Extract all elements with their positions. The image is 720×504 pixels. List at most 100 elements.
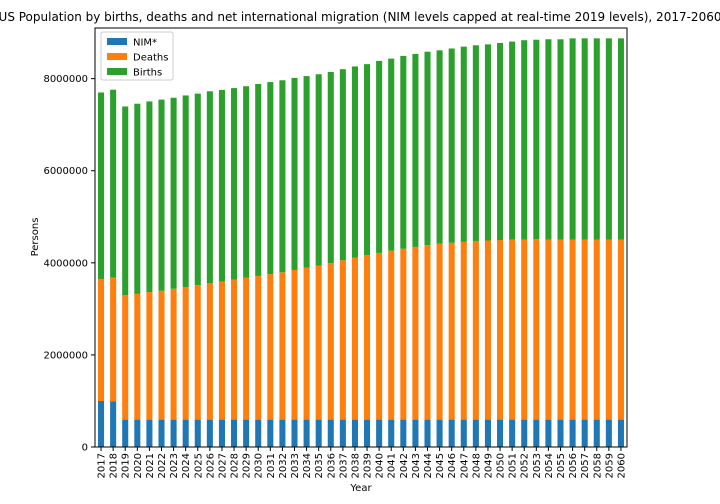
x-tick-label-2044: 2044 bbox=[423, 453, 434, 478]
x-tick-label-2039: 2039 bbox=[363, 453, 374, 478]
bar-births-2041 bbox=[388, 58, 395, 251]
bar-births-2024 bbox=[182, 95, 189, 287]
bar-births-2027 bbox=[218, 89, 225, 282]
y-tick-label-8000000: 8000000 bbox=[43, 74, 88, 85]
bar-births-2052 bbox=[521, 40, 528, 240]
bar-deaths-2037 bbox=[339, 260, 346, 420]
bar-deaths-2017 bbox=[98, 278, 105, 401]
bar-deaths-2057 bbox=[581, 239, 588, 420]
bar-nim-2054 bbox=[545, 419, 552, 447]
bar-births-2019 bbox=[122, 106, 129, 296]
bar-nim-2040 bbox=[376, 419, 383, 447]
bar-deaths-2041 bbox=[388, 250, 395, 420]
bar-nim-2059 bbox=[605, 419, 612, 447]
legend: NIM* Deaths Births bbox=[100, 31, 174, 81]
bar-nim-2023 bbox=[170, 419, 177, 447]
bar-births-2038 bbox=[351, 66, 358, 258]
bar-deaths-2056 bbox=[569, 239, 576, 420]
x-tick-label-2052: 2052 bbox=[520, 453, 531, 478]
bar-births-2050 bbox=[497, 42, 504, 241]
axes-layer: 0 2000000 4000000 6000000 8000000 2017 2018 201… bbox=[43, 27, 628, 478]
chart-title: US Population by births, deaths and net … bbox=[0, 10, 720, 24]
x-tick-label-2050: 2050 bbox=[496, 453, 507, 478]
x-tick-label-2054: 2054 bbox=[544, 453, 555, 478]
bar-nim-2017 bbox=[98, 400, 105, 447]
bar-births-2023 bbox=[170, 97, 177, 289]
legend-swatch-deaths bbox=[107, 53, 127, 60]
bar-births-2047 bbox=[460, 46, 467, 242]
bar-births-2026 bbox=[206, 91, 213, 284]
x-tick-label-2059: 2059 bbox=[604, 453, 615, 478]
x-tick-label-2029: 2029 bbox=[242, 453, 253, 478]
bar-deaths-2049 bbox=[484, 240, 491, 420]
bar-deaths-2036 bbox=[327, 263, 334, 420]
bar-deaths-2042 bbox=[400, 248, 407, 420]
bar-births-2058 bbox=[593, 38, 600, 240]
bar-nim-2029 bbox=[243, 419, 250, 447]
bar-births-2025 bbox=[194, 93, 201, 286]
x-tick-label-2031: 2031 bbox=[266, 453, 277, 478]
plot-frame bbox=[94, 27, 628, 448]
bar-nim-2020 bbox=[134, 419, 141, 447]
x-tick-label-2041: 2041 bbox=[387, 453, 398, 478]
bar-deaths-2030 bbox=[255, 275, 262, 420]
x-tick-label-2057: 2057 bbox=[580, 453, 591, 478]
bar-nim-2052 bbox=[521, 419, 528, 447]
bar-nim-2022 bbox=[158, 419, 165, 447]
bar-births-2056 bbox=[569, 38, 576, 240]
x-tick-label-2043: 2043 bbox=[411, 453, 422, 478]
bar-births-2046 bbox=[448, 48, 455, 243]
legend-label-deaths: Deaths bbox=[133, 53, 168, 64]
bar-births-2022 bbox=[158, 99, 165, 291]
y-tick-label-4000000: 4000000 bbox=[43, 258, 88, 269]
bar-nim-2035 bbox=[315, 419, 322, 447]
bar-births-2021 bbox=[146, 101, 153, 293]
bar-births-2035 bbox=[315, 74, 322, 266]
bar-nim-2057 bbox=[581, 419, 588, 447]
x-tick-label-2019: 2019 bbox=[121, 453, 132, 478]
bar-deaths-2059 bbox=[605, 239, 612, 420]
bar-births-2020 bbox=[134, 103, 141, 294]
x-tick-label-2055: 2055 bbox=[556, 453, 567, 478]
bar-births-2037 bbox=[339, 69, 346, 261]
bar-deaths-2055 bbox=[557, 239, 564, 420]
bar-births-2055 bbox=[557, 39, 564, 240]
bar-deaths-2022 bbox=[158, 290, 165, 420]
x-tick-label-2056: 2056 bbox=[568, 453, 579, 478]
x-tick-label-2045: 2045 bbox=[435, 453, 446, 478]
bar-nim-2028 bbox=[231, 419, 238, 447]
bar-deaths-2033 bbox=[291, 269, 298, 420]
bar-nim-2039 bbox=[364, 419, 371, 447]
x-tick-label-2035: 2035 bbox=[314, 453, 325, 478]
bar-births-2053 bbox=[533, 39, 540, 240]
bar-deaths-2043 bbox=[412, 246, 419, 420]
bar-nim-2047 bbox=[460, 419, 467, 447]
bar-nim-2033 bbox=[291, 419, 298, 447]
x-tick-label-2030: 2030 bbox=[254, 453, 265, 478]
y-tick-label-6000000: 6000000 bbox=[43, 166, 88, 177]
y-axis-label: Persons bbox=[30, 218, 41, 257]
bar-births-2042 bbox=[400, 55, 407, 249]
bar-deaths-2038 bbox=[351, 257, 358, 420]
bar-deaths-2044 bbox=[424, 245, 431, 420]
bar-nim-2046 bbox=[448, 419, 455, 447]
bar-deaths-2050 bbox=[497, 240, 504, 420]
x-tick-label-2046: 2046 bbox=[447, 453, 458, 478]
bar-births-2031 bbox=[267, 82, 274, 275]
bar-births-2029 bbox=[243, 86, 250, 278]
bar-nim-2055 bbox=[557, 419, 564, 447]
x-tick-label-2022: 2022 bbox=[157, 453, 168, 478]
bar-deaths-2031 bbox=[267, 274, 274, 420]
bar-deaths-2051 bbox=[509, 239, 516, 420]
bar-deaths-2032 bbox=[279, 272, 286, 420]
bar-births-2060 bbox=[617, 38, 624, 240]
x-tick-label-2028: 2028 bbox=[230, 453, 241, 478]
bar-nim-2060 bbox=[617, 419, 624, 447]
x-tick-label-2058: 2058 bbox=[592, 453, 603, 478]
bar-deaths-2025 bbox=[194, 285, 201, 420]
x-tick-label-2017: 2017 bbox=[97, 453, 108, 478]
bar-nim-2024 bbox=[182, 419, 189, 447]
bar-deaths-2027 bbox=[218, 281, 225, 420]
y-tick-label-2000000: 2000000 bbox=[43, 350, 88, 361]
